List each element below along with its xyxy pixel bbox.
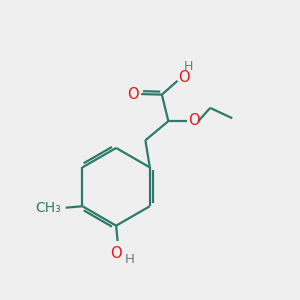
- Text: O: O: [188, 113, 200, 128]
- Text: O: O: [178, 70, 190, 85]
- Text: CH₃: CH₃: [35, 201, 61, 215]
- Text: O: O: [110, 246, 122, 261]
- Text: O: O: [127, 87, 139, 102]
- Text: H: H: [184, 60, 193, 73]
- Text: H: H: [125, 253, 135, 266]
